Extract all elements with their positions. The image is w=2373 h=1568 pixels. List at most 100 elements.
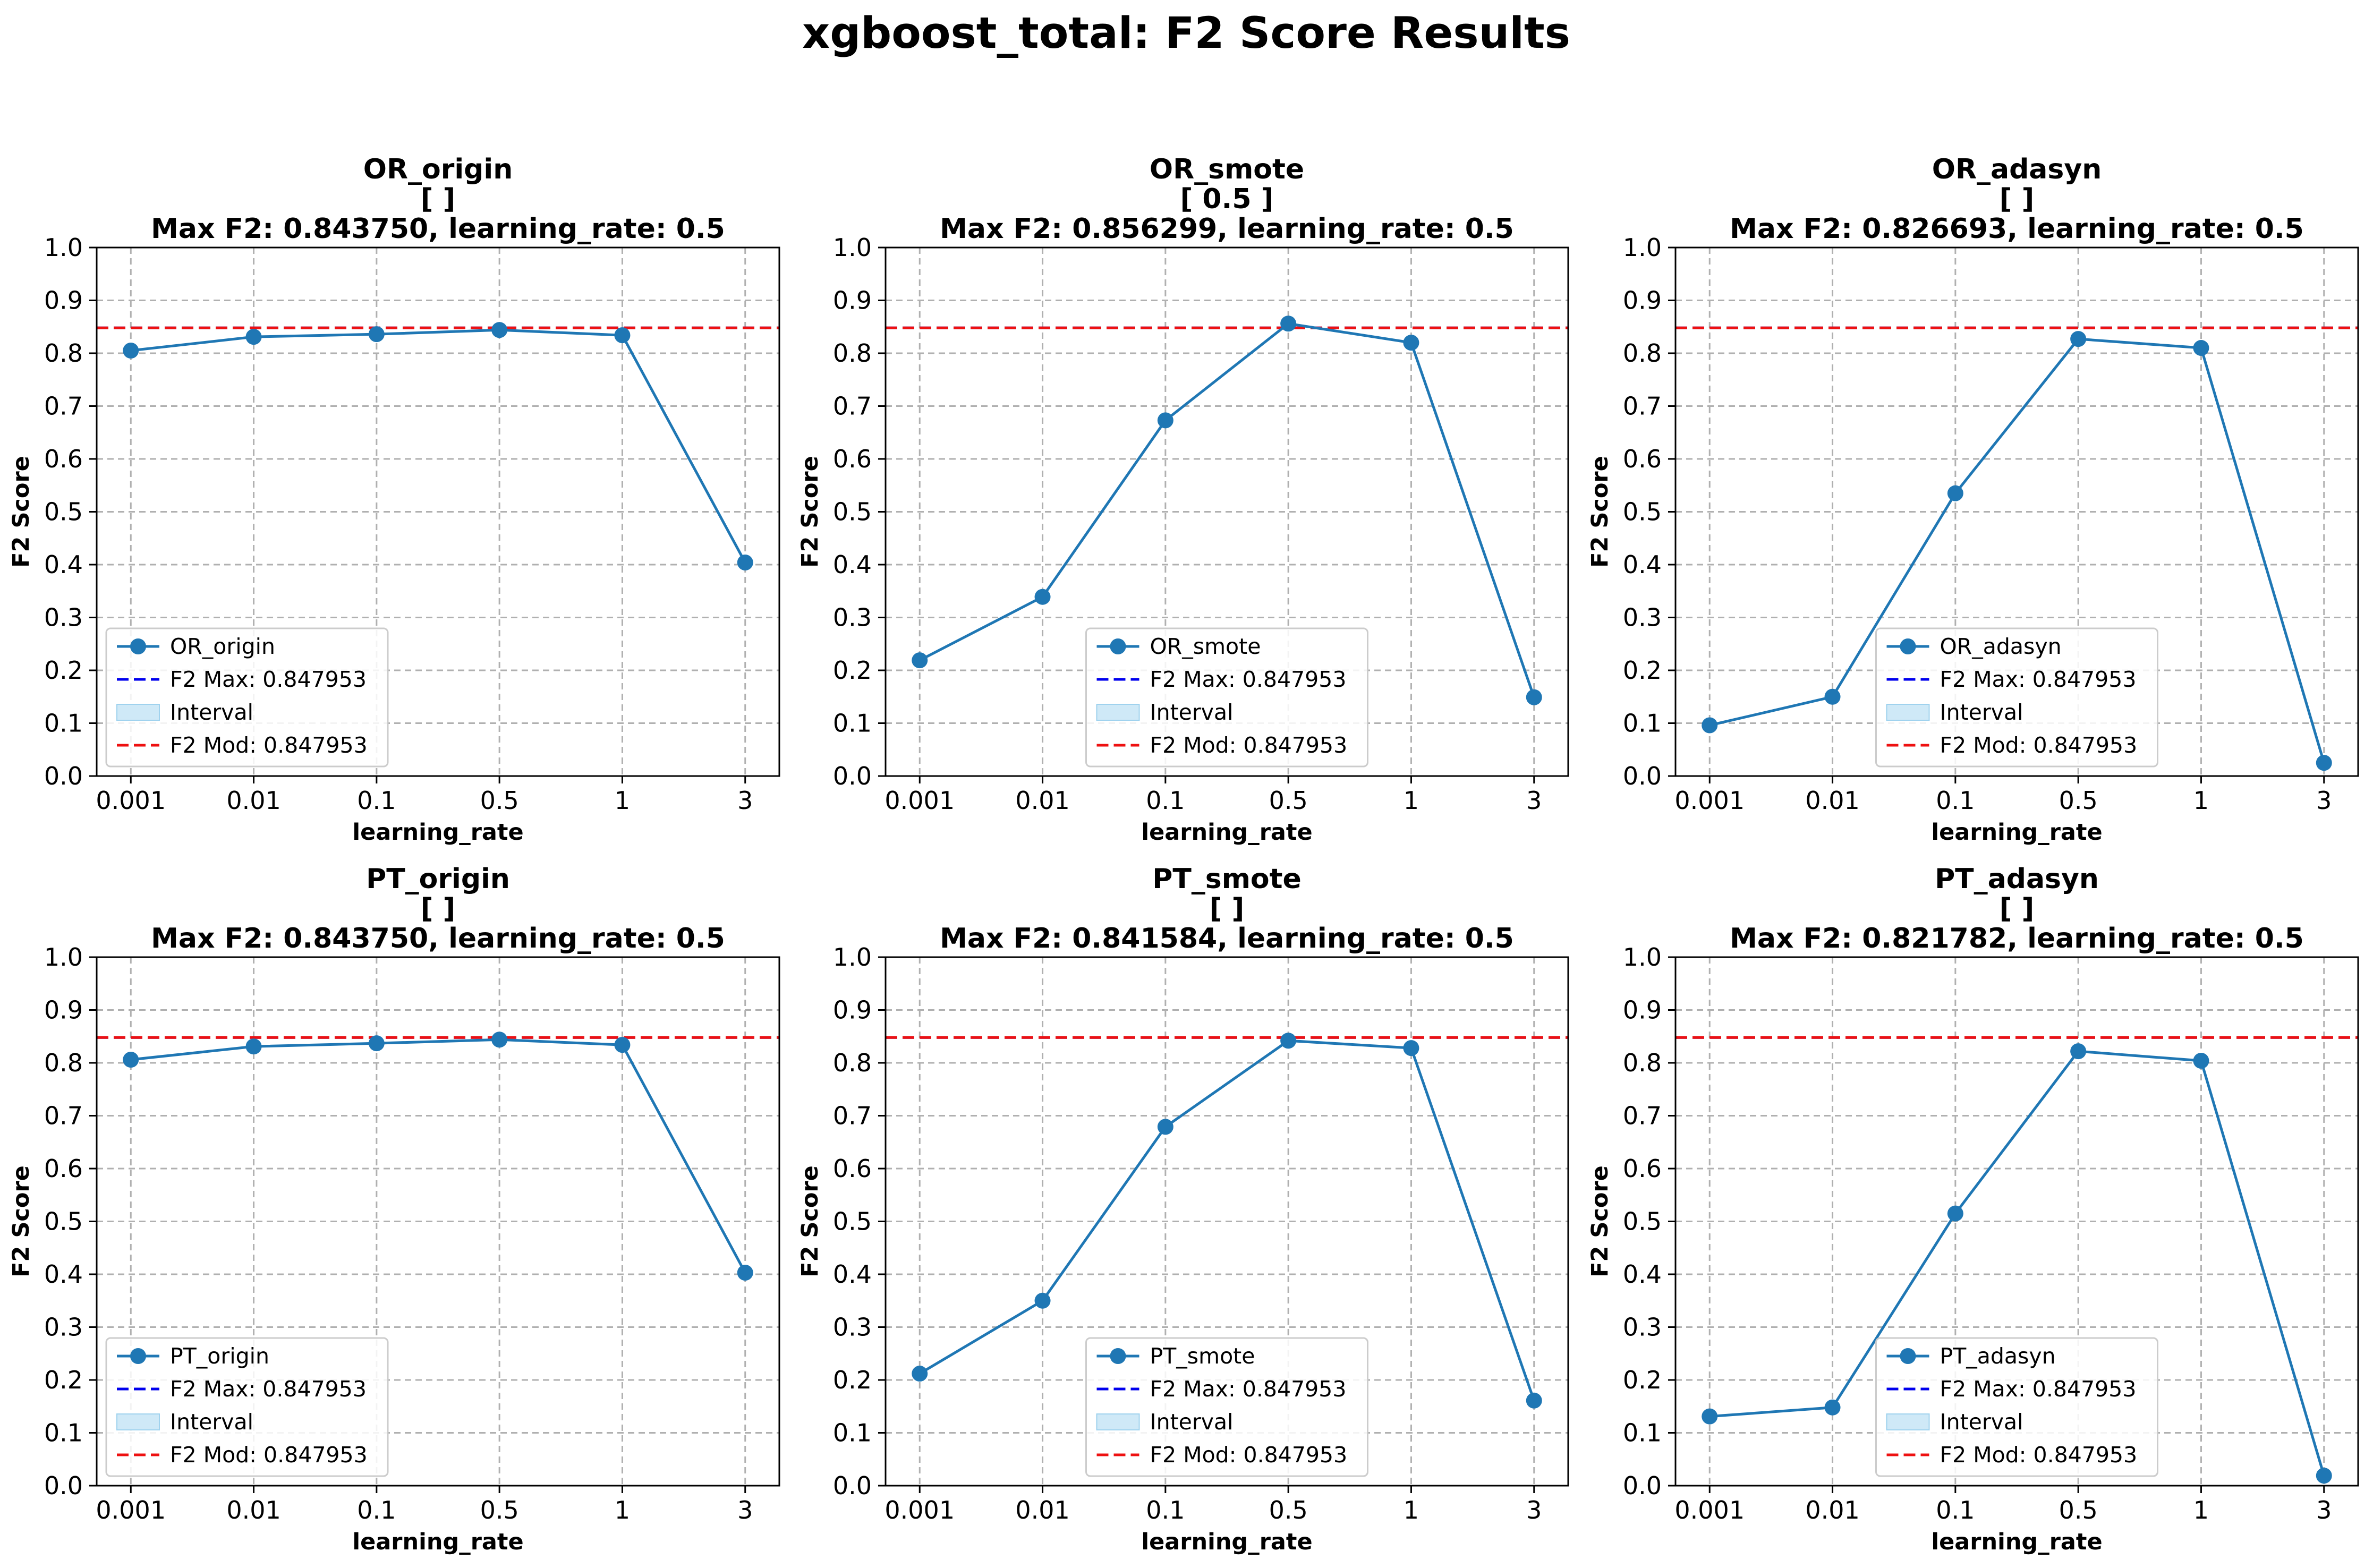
legend: OR_smote F2 Max: 0.847953 Interval F2 Mod: … xyxy=(1085,627,1368,768)
y-tick-label: 0.5 xyxy=(44,498,83,526)
x-axis-label: learning_rate xyxy=(1931,819,2102,846)
x-tick-label: 3 xyxy=(1526,786,1542,815)
y-tick-label: 0.0 xyxy=(44,762,83,790)
y-tick-label: 0.1 xyxy=(1623,1419,1662,1447)
y-tick-label: 0.9 xyxy=(1623,286,1662,315)
x-tick-label: 1 xyxy=(2193,1496,2209,1524)
legend-series-marker xyxy=(1110,1348,1126,1364)
data-point xyxy=(737,555,753,571)
x-tick-label: 0.001 xyxy=(96,786,166,815)
x-tick-label: 0.01 xyxy=(1805,786,1859,815)
data-point xyxy=(1702,717,1718,734)
y-tick-label: 0.8 xyxy=(833,1049,872,1077)
legend: OR_adasyn F2 Max: 0.847953 Interval F2 Mod:… xyxy=(1875,627,2158,768)
subplot-title-line-1: OR_adasyn xyxy=(1932,154,2102,185)
y-tick-label: 1.0 xyxy=(1623,233,1662,262)
x-tick-label: 1 xyxy=(1404,1496,1419,1524)
y-tick-label: 0.1 xyxy=(833,709,872,738)
legend-label: F2 Max: 0.847953 xyxy=(1150,1376,1347,1402)
y-tick-label: 0.5 xyxy=(833,498,872,526)
data-point xyxy=(1824,688,1841,705)
y-tick-label: 0.2 xyxy=(1623,1366,1662,1394)
y-tick-label: 0.5 xyxy=(44,1207,83,1236)
y-tick-label: 0.3 xyxy=(44,1313,83,1342)
y-tick-label: 0.4 xyxy=(44,1260,83,1289)
x-tick-label: 1 xyxy=(615,1496,630,1524)
subplot-title-line-3: Max F2: 0.843750, learning_rate: 0.5 xyxy=(151,923,725,955)
legend-label: F2 Max: 0.847953 xyxy=(1940,667,2137,692)
y-tick-label: 0.7 xyxy=(833,392,872,421)
data-point xyxy=(491,322,508,338)
legend-label: F2 Mod: 0.847953 xyxy=(170,732,368,758)
legend-label: F2 Max: 0.847953 xyxy=(1150,667,1347,692)
legend-label: F2 Mod: 0.847953 xyxy=(170,1442,368,1468)
y-tick-label: 0.6 xyxy=(44,445,83,473)
x-tick-label: 0.001 xyxy=(884,1496,955,1524)
subplot-3: OR_adasyn[ ]Max F2: 0.826693, learning_r… xyxy=(1587,154,2359,846)
subplot-title-line-2: [ ] xyxy=(421,893,456,925)
y-tick-label: 0.7 xyxy=(833,1102,872,1130)
legend-label: F2 Max: 0.847953 xyxy=(1940,1376,2137,1402)
data-point xyxy=(491,1032,508,1048)
x-tick-label: 0.1 xyxy=(357,1496,396,1524)
x-tick-label: 0.1 xyxy=(1936,786,1975,815)
x-tick-label: 0.01 xyxy=(226,1496,280,1524)
legend-series-marker xyxy=(1900,638,1916,654)
data-point xyxy=(912,652,928,669)
data-point xyxy=(1157,1119,1173,1135)
subplot-title-line-1: PT_smote xyxy=(1152,863,1302,895)
x-tick-label: 3 xyxy=(1526,1496,1542,1524)
x-tick-label: 0.001 xyxy=(884,786,955,815)
x-tick-label: 3 xyxy=(737,1496,753,1524)
y-tick-label: 0.4 xyxy=(833,1260,872,1289)
y-axis-label: F2 Score xyxy=(797,456,823,568)
y-tick-label: 0.5 xyxy=(833,1207,872,1236)
legend-label: Interval xyxy=(1940,700,2023,725)
legend-box xyxy=(1875,627,2158,768)
data-point xyxy=(2193,340,2209,356)
x-tick-label: 1 xyxy=(2193,786,2209,815)
y-tick-label: 0.0 xyxy=(1623,1471,1662,1500)
y-tick-label: 0.3 xyxy=(1623,603,1662,632)
legend-label: Interval xyxy=(170,1409,253,1435)
x-tick-label: 0.5 xyxy=(480,1496,519,1524)
x-axis-label: learning_rate xyxy=(352,1529,523,1555)
y-tick-label: 0.7 xyxy=(44,392,83,421)
x-tick-label: 0.5 xyxy=(2059,1496,2098,1524)
legend-interval-swatch xyxy=(1886,1413,1930,1430)
subplot-title-line-2: [ ] xyxy=(1210,893,1245,925)
data-point xyxy=(2070,331,2087,347)
legend-label: Interval xyxy=(1940,1409,2023,1435)
legend-label: F2 Mod: 0.847953 xyxy=(1940,732,2138,758)
legend-label: OR_adasyn xyxy=(1940,634,2062,659)
y-tick-label: 0.4 xyxy=(1623,550,1662,579)
y-tick-label: 0.0 xyxy=(833,762,872,790)
y-tick-label: 0.6 xyxy=(833,445,872,473)
data-point xyxy=(2316,1468,2332,1484)
y-tick-label: 0.8 xyxy=(1623,339,1662,368)
y-tick-label: 1.0 xyxy=(44,943,83,972)
data-point xyxy=(245,1038,262,1055)
legend-interval-swatch xyxy=(1096,704,1140,721)
subplot-title-line-2: [ ] xyxy=(2000,183,2035,215)
x-tick-label: 0.1 xyxy=(1146,1496,1185,1524)
data-point xyxy=(2070,1043,2087,1060)
data-point xyxy=(912,1366,928,1382)
y-tick-label: 0.3 xyxy=(1623,1313,1662,1342)
y-axis-label: F2 Score xyxy=(8,1165,35,1277)
x-tick-label: 3 xyxy=(2316,786,2332,815)
subplot-title-line-3: Max F2: 0.841584, learning_rate: 0.5 xyxy=(940,923,1514,955)
y-tick-label: 0.8 xyxy=(44,339,83,368)
y-tick-label: 0.1 xyxy=(44,1419,83,1447)
data-point xyxy=(1034,589,1051,605)
legend-label: F2 Max: 0.847953 xyxy=(170,667,367,692)
data-point xyxy=(123,1052,139,1068)
data-point xyxy=(1526,689,1542,705)
figure-title: xgboost_total: F2 Score Results xyxy=(802,8,1570,58)
x-tick-label: 0.1 xyxy=(357,786,396,815)
y-tick-label: 0.2 xyxy=(44,656,83,685)
x-axis-label: learning_rate xyxy=(1141,819,1312,846)
y-tick-label: 0.2 xyxy=(44,1366,83,1394)
data-point xyxy=(1034,1292,1051,1309)
